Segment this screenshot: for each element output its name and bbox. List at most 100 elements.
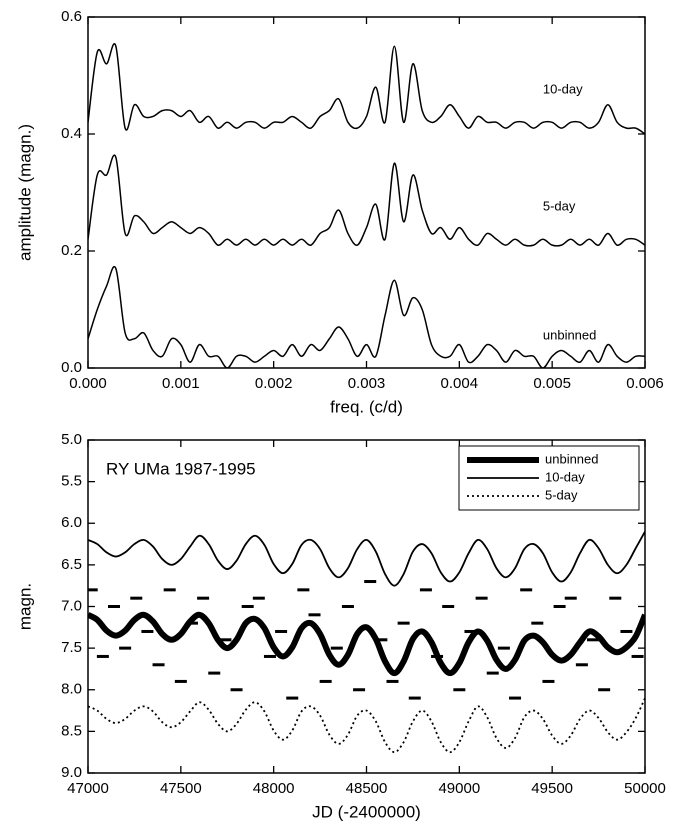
observation-point xyxy=(386,679,399,683)
observation-point xyxy=(620,629,633,633)
series-line xyxy=(88,531,645,587)
x-axis-title: JD (-2400000) xyxy=(312,802,421,821)
series-line xyxy=(88,697,645,754)
plot-area xyxy=(88,43,645,368)
y-axis-title: amplitude (magn.) xyxy=(15,124,34,261)
observation-point xyxy=(208,671,221,675)
observation-point xyxy=(509,696,522,700)
observation-point xyxy=(408,696,421,700)
x-tick-label: 0.000 xyxy=(69,375,107,392)
x-tick-label: 47500 xyxy=(160,780,202,797)
series-line xyxy=(88,154,645,247)
y-tick-label: 5.5 xyxy=(61,473,82,490)
x-tick-label: 49000 xyxy=(438,780,480,797)
observation-point xyxy=(88,588,98,592)
series-line xyxy=(88,611,645,677)
plot-area xyxy=(88,531,645,754)
x-tick-label: 0.002 xyxy=(255,375,293,392)
observation-point xyxy=(319,679,332,683)
series-label: 10-day xyxy=(543,82,583,97)
y-tick-label: 5.0 xyxy=(61,431,82,448)
x-tick-label: 48500 xyxy=(346,780,388,797)
chart-panel: 0.000 0.001 0.002 0.003 0.004 0.005 0.006 0.0 0.… xyxy=(15,8,663,417)
observation-point xyxy=(631,654,644,658)
y-tick-label: 6.0 xyxy=(61,514,82,531)
observation-point xyxy=(119,646,132,650)
y-tick-label: 7.5 xyxy=(61,639,82,656)
chart-panel: 47000 47500 48000 48500 49000 49500 50000 5.0 5.… xyxy=(15,431,665,822)
legend: unbinned 10-day 5-day xyxy=(458,445,640,511)
observation-point xyxy=(453,688,466,692)
series-line xyxy=(88,43,645,135)
observation-point xyxy=(475,596,488,600)
observation-point xyxy=(587,638,600,642)
x-tick-label: 0.003 xyxy=(348,375,386,392)
series-label: 5-day xyxy=(543,199,576,214)
observation-point xyxy=(263,654,276,658)
observation-point xyxy=(575,663,588,667)
observation-point xyxy=(241,605,254,608)
observation-point xyxy=(464,629,477,633)
observation-point xyxy=(275,629,288,633)
plot-frame xyxy=(87,16,646,369)
observation-point xyxy=(442,605,455,608)
observation-point xyxy=(397,621,410,625)
observation-point xyxy=(609,596,622,600)
x-tick-label: 0.001 xyxy=(162,375,200,392)
observation-point xyxy=(531,621,544,625)
observation-point xyxy=(564,596,577,600)
y-tick-label: 0.0 xyxy=(61,359,82,376)
observation-point xyxy=(252,596,265,600)
y-tick-label: 0.4 xyxy=(61,125,82,142)
y-tick-label: 8.5 xyxy=(61,722,82,739)
legend-label: 10-day xyxy=(545,469,585,484)
observation-point xyxy=(297,588,310,592)
observation-point xyxy=(230,688,243,692)
observation-point xyxy=(219,638,232,642)
x-tick-label: 48000 xyxy=(253,780,295,797)
x-tick-label: 47000 xyxy=(67,780,109,797)
y-tick-label: 6.5 xyxy=(61,556,82,573)
observation-point xyxy=(553,605,566,608)
y-tick-label: 0.2 xyxy=(61,242,82,259)
y-axis-title: magn. xyxy=(15,583,34,630)
observation-point xyxy=(598,688,611,692)
observation-point xyxy=(286,696,299,700)
annotation: RY UMa 1987-1995 xyxy=(106,459,256,478)
observation-point xyxy=(341,605,354,608)
legend-label: unbinned xyxy=(545,451,599,466)
y-tick-label: 9.0 xyxy=(61,764,82,781)
observation-point xyxy=(497,646,510,650)
observation-point xyxy=(330,646,343,650)
plot-frame xyxy=(87,439,646,774)
y-tick-label: 7.0 xyxy=(61,597,82,614)
y-tick-label: 0.6 xyxy=(61,8,82,25)
observation-point xyxy=(174,679,187,683)
observation-point xyxy=(130,596,143,600)
y-tick-label: 8.0 xyxy=(61,681,82,698)
x-tick-label: 0.006 xyxy=(626,375,664,392)
series-line xyxy=(88,266,645,368)
observation-point xyxy=(353,688,366,692)
x-tick-label: 0.005 xyxy=(533,375,571,392)
observation-point xyxy=(163,588,176,592)
x-tick-label: 50000 xyxy=(624,780,666,797)
observation-point xyxy=(197,596,210,600)
observation-point xyxy=(107,605,120,608)
legend-label: 5-day xyxy=(545,487,578,502)
x-axis-title: freq. (c/d) xyxy=(330,397,403,416)
observation-point xyxy=(364,580,377,584)
observation-point xyxy=(141,629,154,633)
observation-point xyxy=(375,638,388,642)
observation-point xyxy=(520,588,533,592)
observation-point xyxy=(308,613,321,617)
x-tick-label: 49500 xyxy=(531,780,573,797)
observation-point xyxy=(152,663,165,667)
observation-point xyxy=(486,671,499,675)
observation-point xyxy=(96,654,109,658)
series-label: unbinned xyxy=(543,327,597,342)
x-tick-label: 0.004 xyxy=(441,375,479,392)
observation-point xyxy=(419,588,432,592)
